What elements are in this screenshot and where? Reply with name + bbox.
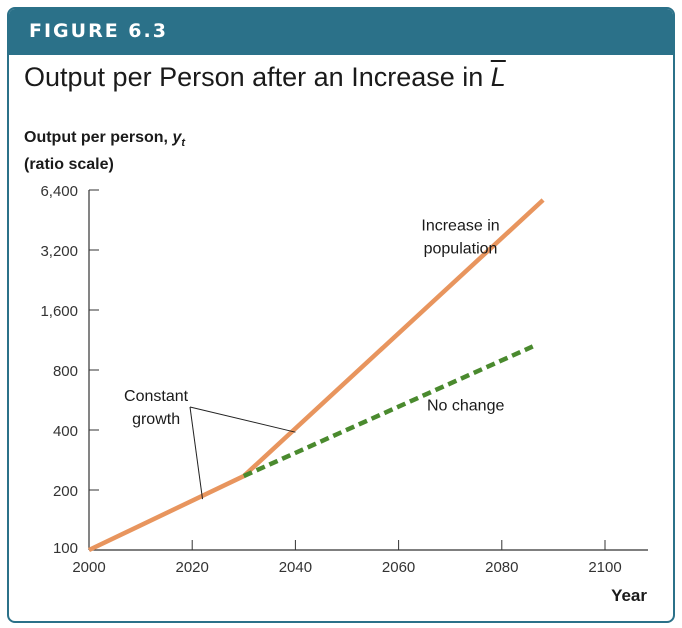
- y-tick-label: 1,600: [40, 303, 78, 320]
- annotation-increase-label: Increase in: [421, 218, 499, 235]
- y-axis-label-sub: t: [181, 137, 186, 149]
- y-axis-label-var: y: [172, 129, 182, 146]
- y-tick-label: 200: [53, 483, 78, 500]
- y-tick-label: 3,200: [40, 243, 78, 260]
- annotation-nochange-label: No change: [427, 398, 504, 415]
- y-tick-label: 6,400: [40, 183, 78, 200]
- chart-title-text: Output per Person after an Increase in: [24, 62, 491, 92]
- y-tick-label: 100: [53, 540, 78, 557]
- x-tick-label: 2060: [382, 559, 415, 576]
- annotation-pointer: [189, 406, 296, 433]
- chart-title: Output per Person after an Increase in L: [24, 62, 506, 93]
- x-tick-label: 2100: [588, 559, 621, 576]
- x-tick-label: 2020: [176, 559, 209, 576]
- x-tick-label: 2040: [279, 559, 312, 576]
- y-axis-label: Output per person, yt (ratio scale): [24, 127, 185, 175]
- y-tick-label: 400: [53, 423, 78, 440]
- x-axis-title: Year: [611, 586, 647, 605]
- x-tick-label: 2080: [485, 559, 518, 576]
- annotation-constant-label: Constant: [124, 388, 189, 405]
- x-tick-label: 2000: [72, 559, 105, 576]
- figure-frame: FIGURE 6.3: [7, 7, 675, 623]
- annotation-constant-label: growth: [132, 411, 180, 428]
- annotation-increase-label: population: [424, 241, 498, 258]
- chart-title-symbol: L: [490, 62, 506, 92]
- figure-label: FIGURE 6.3: [29, 20, 168, 42]
- series-line-nochange: [242, 344, 534, 479]
- annotation-pointer: [189, 406, 204, 500]
- figure-banner: FIGURE 6.3: [9, 9, 673, 55]
- y-axis-label-scale: (ratio scale): [24, 156, 114, 173]
- y-axis-label-text: Output per person,: [24, 129, 173, 146]
- y-tick-label: 800: [53, 363, 78, 380]
